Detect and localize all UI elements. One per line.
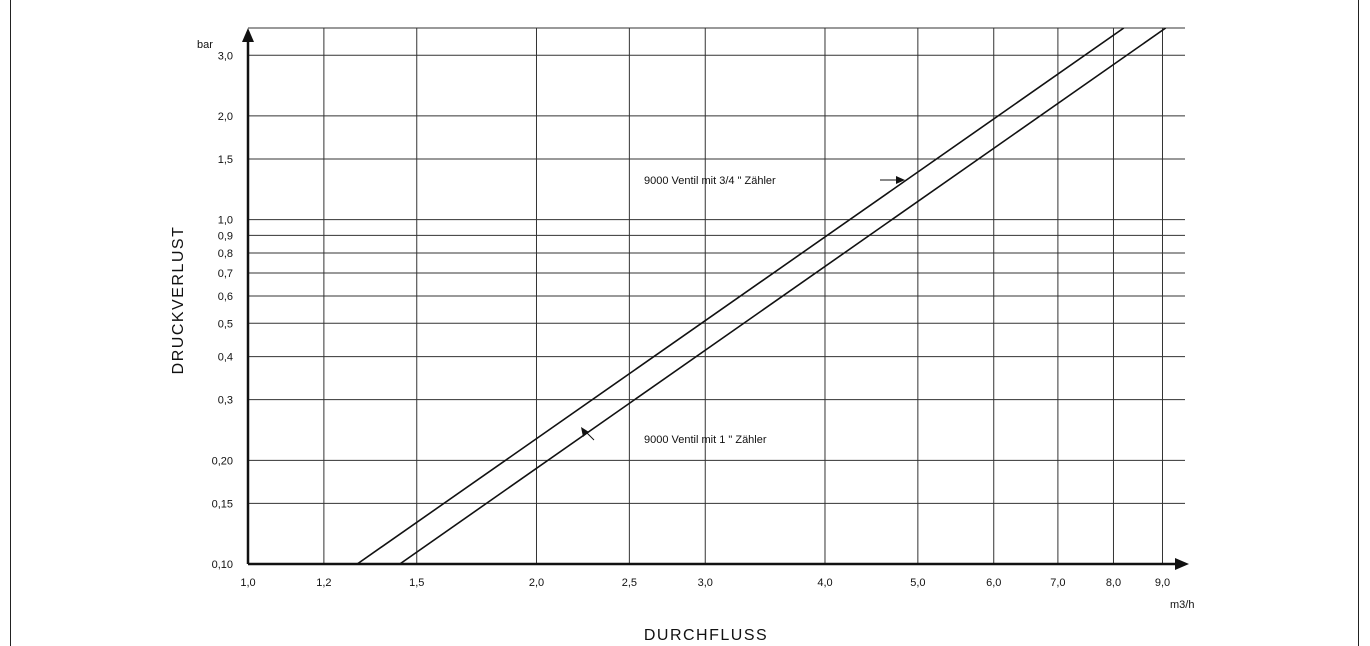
annotation-label-0: 9000 Ventil mit 3/4 " Zähler — [644, 175, 776, 187]
x-unit-label: m3/h — [1170, 599, 1194, 611]
annotation-arrowhead-0 — [896, 176, 905, 184]
y-tick-label: 0,6 — [218, 291, 233, 303]
x-tick-label: 2,5 — [622, 577, 637, 589]
x-tick-label: 2,0 — [529, 577, 544, 589]
annotation-label-1: 9000 Ventil mit 1 " Zähler — [644, 434, 767, 446]
grid — [248, 27, 1185, 565]
y-tick-label: 1,5 — [218, 154, 233, 166]
x-tick-label: 1,5 — [409, 577, 424, 589]
y-unit-label: bar — [197, 39, 213, 51]
y-tick-label: 1,0 — [218, 215, 233, 227]
x-tick-label: 1,2 — [316, 577, 331, 589]
y-axis-title: DRUCKVERLUST — [170, 226, 187, 375]
x-tick-label: 1,0 — [240, 577, 255, 589]
x-axis-arrowhead — [1175, 558, 1189, 570]
x-tick-label: 6,0 — [986, 577, 1001, 589]
y-axis-arrowhead — [242, 28, 254, 42]
x-tick-label: 9,0 — [1155, 577, 1170, 589]
x-tick-label: 5,0 — [910, 577, 925, 589]
tick-labels: 0,10 0,15 0,20 0,3 0,4 0,5 0,6 0,7 0,8 0,9 1,0 1,5 2… — [212, 50, 1171, 589]
y-tick-label: 0,8 — [218, 248, 233, 260]
x-tick-label: 4,0 — [817, 577, 832, 589]
y-tick-label: 0,3 — [218, 395, 233, 407]
y-tick-label: 0,9 — [218, 230, 233, 242]
y-tick-label: 0,20 — [212, 455, 233, 467]
x-tick-label: 7,0 — [1050, 577, 1065, 589]
annotation-arrowhead-1 — [581, 427, 589, 437]
series-line-1 — [399, 28, 1167, 564]
y-tick-label: 0,5 — [218, 318, 233, 330]
series-line-0 — [356, 28, 1125, 564]
y-tick-label: 0,7 — [218, 268, 233, 280]
y-tick-label: 0,4 — [218, 352, 233, 364]
y-tick-label: 0,15 — [212, 498, 233, 510]
y-tick-label: 2,0 — [218, 111, 233, 123]
axes — [242, 28, 1189, 570]
x-tick-label: 3,0 — [698, 577, 713, 589]
annotation-series-1: 9000 Ventil mit 1 " Zähler — [581, 427, 767, 446]
series-lines — [356, 28, 1167, 564]
y-tick-label: 0,10 — [212, 559, 233, 571]
x-tick-label: 8,0 — [1106, 577, 1121, 589]
y-tick-label: 3,0 — [218, 50, 233, 62]
annotation-series-0: 9000 Ventil mit 3/4 " Zähler — [644, 175, 905, 187]
x-axis-title: DURCHFLUSS — [644, 627, 768, 644]
